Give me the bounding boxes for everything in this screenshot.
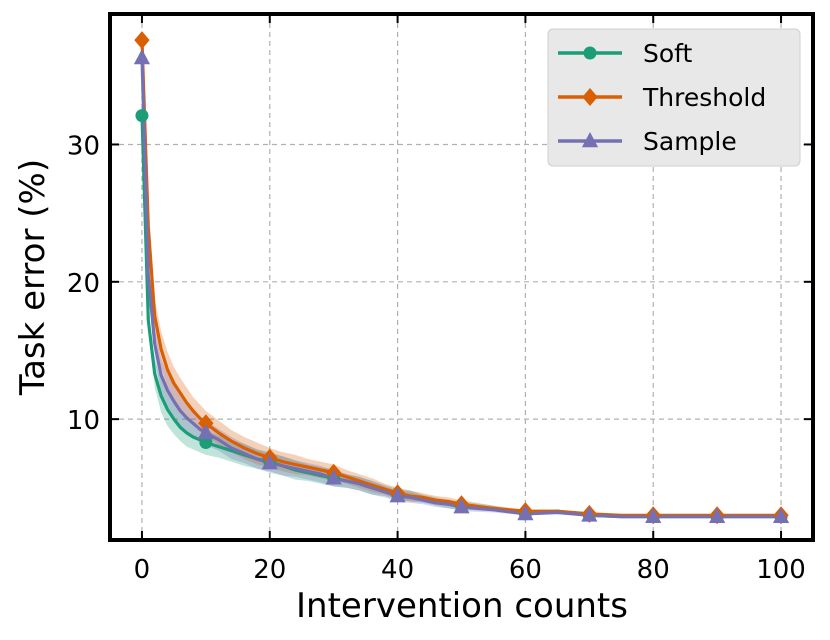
sample-marker: [645, 507, 662, 523]
sample-marker: [325, 469, 342, 485]
legend-sample-label: Sample: [643, 127, 737, 156]
x-axis-title: Intervention counts: [296, 586, 628, 626]
sample-marker: [197, 423, 214, 440]
threshold-marker: [198, 414, 214, 433]
threshold-marker: [134, 31, 150, 50]
y-tick-label: 10: [67, 406, 100, 436]
sample-marker: [772, 507, 790, 523]
legend: Soft Threshold Sample: [547, 28, 801, 167]
sample-marker: [709, 507, 726, 523]
soft-marker: [135, 109, 149, 123]
plot-frame: [108, 12, 815, 542]
legend-soft-marker: [583, 46, 597, 60]
soft-marker: [199, 436, 213, 449]
y-tick-label: 20: [67, 269, 100, 299]
sample-marker: [389, 487, 406, 503]
legend-threshold-marker: [582, 88, 598, 106]
grid: [110, 14, 813, 540]
sample-marker: [133, 48, 151, 65]
x-tick-label: 40: [381, 555, 414, 585]
legend-sample-marker: [581, 132, 599, 148]
legend-box: [547, 28, 801, 167]
sample-marker: [581, 506, 598, 522]
x-tick-label: 0: [134, 555, 151, 585]
legend-threshold-label: Threshold: [642, 83, 766, 112]
series-markers: [133, 31, 790, 525]
x-tick-label: 60: [509, 555, 542, 585]
legend-soft-label: Soft: [643, 39, 693, 68]
y-tick-label: 30: [67, 131, 100, 161]
axis-ticks: 0 20 40 60 80 100 10 20 30: [67, 14, 813, 585]
x-tick-label: 80: [637, 555, 670, 585]
x-tick-label: 20: [253, 555, 286, 585]
sample-marker: [453, 498, 470, 514]
y-axis-title: Task error (%): [13, 159, 53, 396]
sample-marker: [261, 454, 278, 470]
x-tick-label: 100: [756, 555, 806, 585]
sample-marker: [517, 504, 534, 521]
